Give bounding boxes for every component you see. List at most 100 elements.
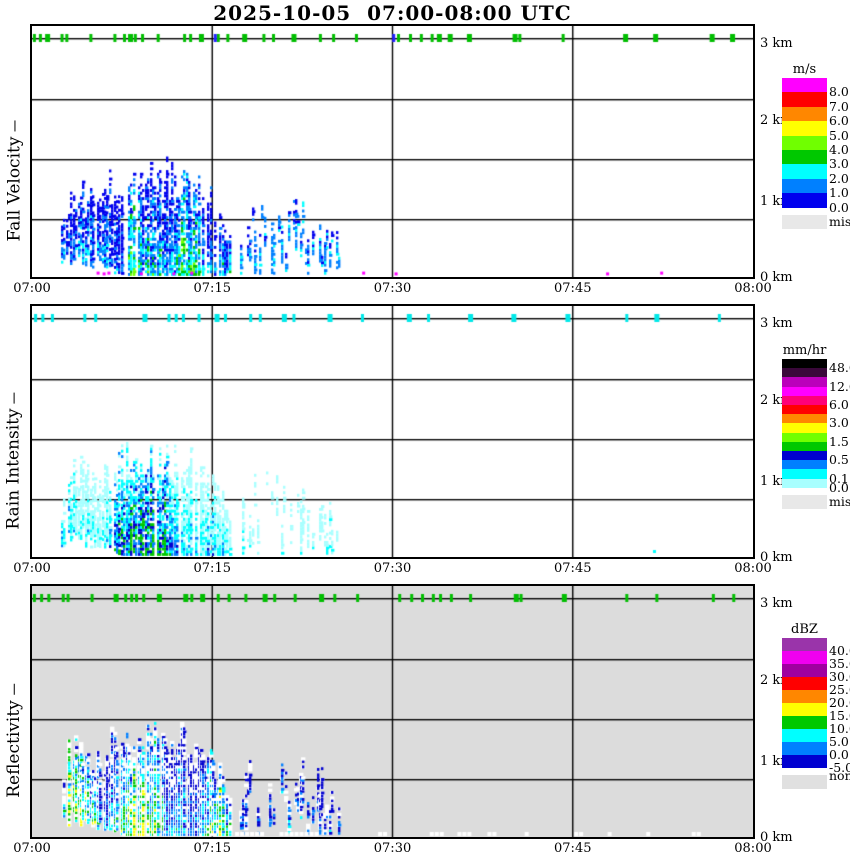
legend-missing-block <box>782 775 827 789</box>
ylabel-fall-velocity: Fall Velocity <box>2 24 26 282</box>
time-label: 07:45 <box>554 561 592 576</box>
legend-color-block <box>782 150 827 165</box>
legend-color-block <box>782 135 827 150</box>
time-label: 08:00 <box>734 281 772 296</box>
legend-title-rain-intensity: mm/hr <box>782 343 827 358</box>
height-label: 0 km <box>760 270 793 285</box>
legend-color-block <box>782 106 827 122</box>
legend-color-block <box>782 193 827 208</box>
legend-color-block <box>782 377 827 387</box>
time-label: 07:30 <box>373 841 412 856</box>
legend-color-block <box>782 651 827 664</box>
legend-value-label: 6.0 <box>829 397 849 412</box>
legend-value-label: 6.0 <box>829 113 849 129</box>
rain-intensity-plot-canvas <box>32 306 753 557</box>
legend-title-fall-velocity: m/s <box>792 62 817 77</box>
legend-value-label: 25.0 <box>829 682 850 697</box>
legend-value-label: 20.0 <box>829 695 850 710</box>
legend-color-block <box>782 703 827 716</box>
legend-value-label: 1.5 <box>829 433 849 449</box>
ylabel-fall-velocity-text: Fall Velocity <box>4 121 24 242</box>
height-label: 0 km <box>760 830 793 845</box>
legend-value-label: 5.0 <box>829 734 849 749</box>
legend-value-label: 5.0 <box>829 127 849 143</box>
height-label: 3 km <box>760 36 793 51</box>
legend-color-block <box>782 368 827 378</box>
legend-color-block <box>782 451 827 461</box>
legend-value-label: 40.0 <box>829 643 850 658</box>
legend-value-label: 3.0 <box>829 156 849 172</box>
time-label: 07:45 <box>554 841 592 856</box>
legend-value-label: 0.0 <box>829 747 849 762</box>
legend-color-block <box>782 164 827 179</box>
height-label: 3 km <box>760 316 793 331</box>
legend-color-block <box>782 677 827 690</box>
legend-color-block <box>782 405 827 415</box>
legend-value-label: 8.0 <box>829 84 849 100</box>
legend-color-block <box>782 460 827 470</box>
legend-value-label: 30.0 <box>829 669 850 684</box>
legend-value-label: 35.0 <box>829 656 850 671</box>
legend-color-block <box>782 716 827 729</box>
height-label: 0 km <box>760 550 793 565</box>
time-label: 07:00 <box>13 561 51 576</box>
legend-color-block <box>782 690 827 703</box>
legend-color-block <box>782 414 827 424</box>
legend-value-label: 15.0 <box>829 708 850 723</box>
legend-color-block <box>782 395 827 405</box>
legend-color-block <box>782 441 827 451</box>
ylabel-reflectivity: Reflectivity <box>2 584 26 842</box>
time-label: 07:15 <box>193 841 231 856</box>
legend-value-label: 4.0 <box>829 142 849 157</box>
legend-value-label: -5.0 <box>829 760 850 775</box>
legend-color-block <box>782 78 827 93</box>
legend-value-label: 3.0 <box>829 415 849 431</box>
legend-color-block <box>782 359 827 369</box>
time-label: 07:45 <box>554 281 592 296</box>
legend-value-label: 7.0 <box>829 98 849 114</box>
legend-color-block <box>782 92 827 107</box>
time-label: 08:00 <box>734 841 772 856</box>
time-label: 07:00 <box>13 841 51 856</box>
reflectivity-plot-canvas <box>32 586 753 837</box>
legend-value-label: 0.0 <box>829 199 849 215</box>
time-label: 07:15 <box>193 561 231 576</box>
legend-color-block <box>782 664 827 677</box>
legend-value-label: 2.0 <box>829 170 849 186</box>
legend-title-reflectivity: dBZ <box>791 622 818 637</box>
chart-title: 2025-10-05 07:00-08:00 UTC <box>213 1 572 25</box>
panel-rain-intensity <box>30 304 755 559</box>
ylabel-rain-intensity-text: Rain Intensity <box>4 392 24 529</box>
fall-velocity-plot-canvas <box>32 26 753 277</box>
legend-missing-label: miss <box>829 213 850 229</box>
legend-value-label: 0.5 <box>829 452 849 468</box>
legend-missing-block <box>782 214 827 229</box>
ylabel-reflectivity-text: Reflectivity <box>4 684 24 798</box>
legend-color-block <box>782 742 827 755</box>
legend-color-block <box>782 178 827 194</box>
panel-fall-velocity <box>30 24 755 279</box>
legend-value-label: 0.1 <box>829 470 849 486</box>
time-label: 07:30 <box>373 281 412 296</box>
time-label: 08:00 <box>734 561 772 576</box>
legend-color-block <box>782 478 827 488</box>
legend-missing-block <box>782 494 827 509</box>
ylabel-rain-intensity: Rain Intensity <box>2 304 26 562</box>
height-label: 3 km <box>760 596 793 611</box>
legend-color-block <box>782 386 827 396</box>
legend-value-label: 10.0 <box>829 721 850 736</box>
legend-color-block <box>782 423 827 433</box>
legend-value-label: 1.0 <box>829 185 849 201</box>
legend-value-label: 48.0 <box>829 360 850 376</box>
time-label: 07:00 <box>13 281 51 296</box>
legend-missing-label: none <box>829 768 850 783</box>
legend-color-block <box>782 469 827 479</box>
legend-missing-label: miss <box>829 493 850 509</box>
legend-color-block <box>782 729 827 742</box>
legend-color-block <box>782 121 827 136</box>
panel-reflectivity <box>30 584 755 839</box>
time-label: 07:30 <box>373 561 412 576</box>
legend-color-block <box>782 432 827 442</box>
legend-value-label: 0.0 <box>829 479 849 495</box>
